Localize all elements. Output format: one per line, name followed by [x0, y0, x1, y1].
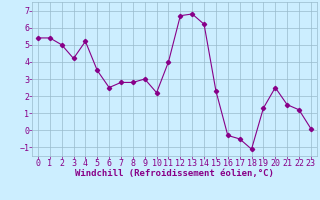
- X-axis label: Windchill (Refroidissement éolien,°C): Windchill (Refroidissement éolien,°C): [75, 169, 274, 178]
